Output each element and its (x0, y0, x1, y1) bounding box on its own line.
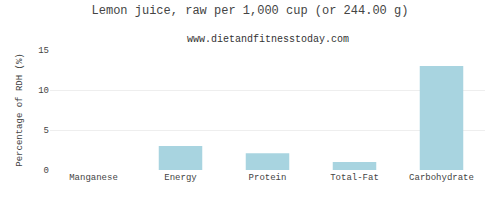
svg-text:Percentage of RDH (%): Percentage of RDH (%) (15, 53, 25, 166)
svg-text:Energy: Energy (164, 173, 197, 183)
svg-text:Total-Fat: Total-Fat (330, 173, 379, 183)
svg-text:15: 15 (38, 46, 49, 56)
svg-text:0: 0 (44, 166, 49, 176)
svg-text:www.dietandfitnesstoday.com: www.dietandfitnesstoday.com (187, 34, 349, 45)
svg-text:5: 5 (44, 126, 49, 136)
svg-text:Carbohydrate: Carbohydrate (409, 173, 474, 183)
svg-text:10: 10 (38, 86, 49, 96)
svg-text:Protein: Protein (249, 173, 287, 183)
svg-text:Manganese: Manganese (69, 173, 118, 183)
svg-text:Lemon juice, raw per 1,000 cup: Lemon juice, raw per 1,000 cup (or 244.0… (92, 4, 409, 18)
